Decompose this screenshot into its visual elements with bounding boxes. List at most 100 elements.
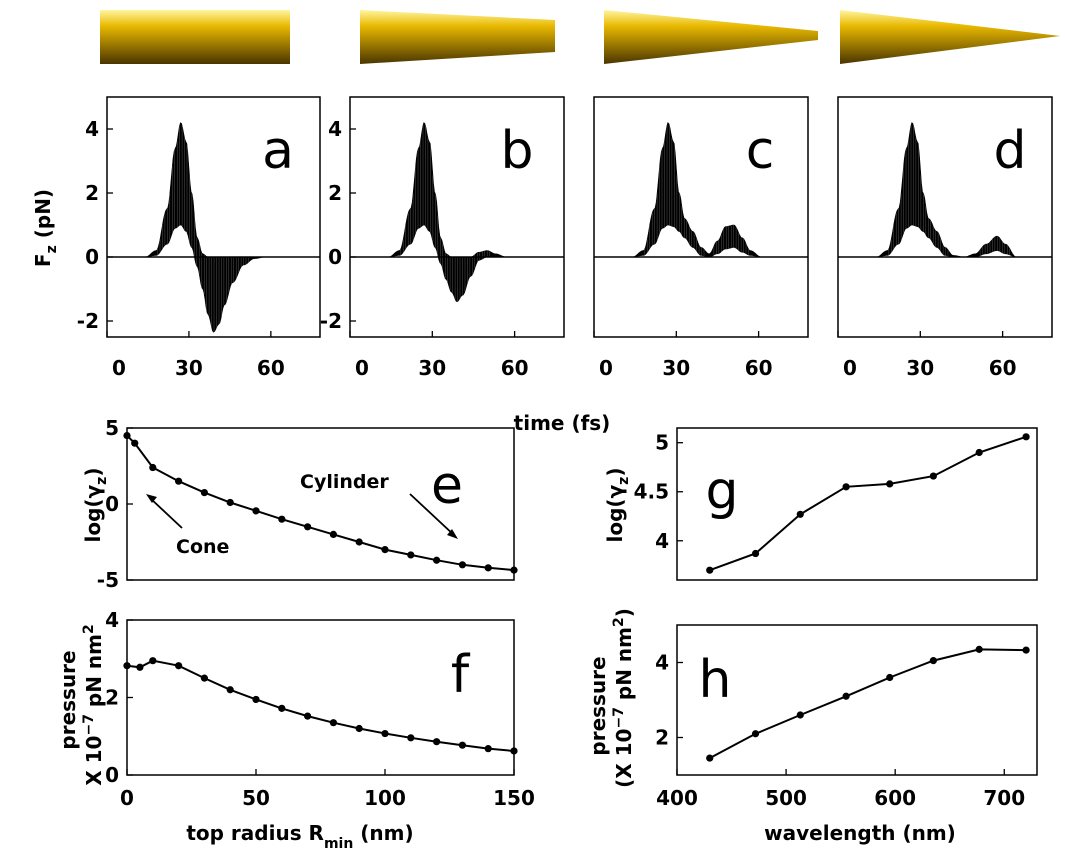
panel-e-data-point [484, 564, 492, 572]
panel-f-data-point [304, 712, 312, 720]
panel-h-data-point [796, 711, 804, 719]
panel-g-frame [676, 427, 1038, 581]
panel-f-data-point [149, 657, 157, 665]
panel-h-data-point [706, 754, 714, 762]
panel-a-oscillation-envelope [107, 122, 320, 333]
panel-d-xtick-label: 0 [843, 356, 857, 380]
panel-h-frame [676, 624, 1038, 776]
panel-c-label: c [746, 121, 775, 181]
panel-a-force-trace: 0 30 60 -2 0 2 4 a [77, 96, 321, 380]
panel-h-data-point [929, 657, 937, 665]
panel-e-log-gamma-vs-radius: -5 0 5 e [97, 416, 518, 592]
panel-e-data-point [381, 546, 389, 554]
panel-e-data-point [329, 530, 337, 539]
panel-f-xtick-label: 150 [493, 786, 535, 810]
panel-f-data-point [433, 738, 441, 746]
panel-f-data-point [175, 662, 183, 670]
annotation-cylinder: Cylinder [300, 471, 389, 493]
panel-g-data-point [706, 566, 714, 574]
panel-f-data-point [329, 719, 337, 727]
panel-f-data-point [484, 745, 492, 753]
panel-a-xtick-label: 30 [175, 356, 203, 380]
panel-h-xtick-label: 600 [874, 786, 916, 810]
panel-h-ylabel-units: (X 10−7 pN nm2) [611, 608, 636, 788]
panel-h-pressure-vs-wavelength: 400 500 600 700 2 4 h [655, 624, 1038, 810]
panel-f-pressure-vs-radius: 0 50 100 150 0 2 4 f [105, 608, 535, 810]
panel-c-force-trace: 0 30 60 c [593, 96, 809, 380]
panel-e-data-point [252, 507, 260, 515]
panel-c-xtick-label: 0 [599, 356, 613, 380]
fz-axis-label: Fz (pN) [31, 189, 60, 267]
panel-e-data-point [226, 498, 234, 507]
panel-f-label: f [451, 645, 471, 705]
cylinder-shape [100, 10, 290, 64]
panel-c-xtick-label: 30 [662, 356, 690, 380]
panel-e-data-point [131, 439, 139, 447]
panel-f-ytick-label: 0 [105, 763, 119, 787]
panel-f-data-point [355, 724, 363, 733]
truncated-cone-shape-wide [360, 10, 555, 64]
panel-e-data-point [123, 432, 131, 440]
panel-a-ytick-label: -2 [77, 309, 99, 333]
cone-shape [840, 10, 1060, 64]
panel-h-data-point [842, 692, 850, 700]
panel-f-xtick-label: 50 [242, 786, 270, 810]
panel-b-xtick-label: 0 [355, 356, 369, 380]
panel-f-data-point [123, 662, 131, 670]
panel-e-label: e [431, 456, 463, 516]
panel-g-label: g [705, 461, 738, 521]
panel-e-data-point [149, 463, 157, 472]
panel-d-xtick-label: 30 [906, 356, 934, 380]
panel-h-data-point [751, 730, 760, 738]
panel-a-ytick-label: 2 [85, 181, 99, 205]
panel-e-data-point [355, 538, 363, 546]
panel-g-ytick-label: 4 [655, 529, 669, 553]
panel-d-frame [837, 96, 1053, 338]
panel-a-label: a [262, 121, 294, 181]
panel-b-xtick-label: 30 [418, 356, 446, 380]
panel-b-label: b [500, 121, 533, 181]
panel-f-data-point [136, 663, 144, 671]
panel-h-data-point [975, 645, 983, 653]
panel-f-data-point [458, 741, 466, 749]
panel-f-xtick-label: 0 [120, 786, 134, 810]
panel-g-data-point [975, 448, 983, 457]
panel-b-xtick-label: 60 [501, 356, 529, 380]
panel-e-data-point [407, 551, 415, 559]
panel-f-data-point [200, 674, 208, 682]
panel-h-xtick-label: 700 [983, 786, 1025, 810]
panel-h-data-point [886, 673, 894, 682]
panel-a-xtick-label: 0 [112, 356, 126, 380]
panel-e-data-point [433, 556, 441, 564]
panel-d-label: d [993, 121, 1026, 181]
panel-e-data-point [510, 566, 518, 574]
panel-f-ylabel-units: X 10−7 pN nm2 [81, 624, 106, 786]
panel-g-data-point [886, 480, 894, 488]
panel-e-ytick-label: -5 [97, 568, 119, 592]
panel-f-ytick-label: 4 [105, 608, 119, 632]
panel-g-ylabel: log(γz) [603, 468, 632, 543]
panel-f-data-point [252, 695, 260, 704]
panel-c-xtick-label: 60 [745, 356, 773, 380]
cylinder-arrow [409, 493, 456, 537]
panel-e-data-point [200, 489, 208, 497]
panel-h-label: h [699, 650, 732, 710]
panel-a-xtick-label: 60 [257, 356, 285, 380]
annotation-arrows [146, 493, 458, 539]
panel-f-data-point [510, 747, 518, 755]
panel-b-force-trace: 0 30 60 -2 0 2 4 b [320, 96, 565, 380]
panel-g-data-point [1022, 433, 1030, 441]
panel-d-oscillation-envelope [838, 122, 1052, 258]
panel-b-oscillation-envelope [350, 122, 564, 303]
panel-g-data-point [929, 472, 937, 480]
panel-h-xtick-label: 500 [765, 786, 807, 810]
panel-h-xtick-label: 400 [656, 786, 698, 810]
panel-c-oscillation-striations [644, 125, 749, 256]
panel-g-data-point [796, 510, 804, 518]
panel-e-ytick-label: 5 [105, 416, 119, 440]
panel-d-force-trace: 0 30 60 d [837, 96, 1053, 380]
panel-d-oscillation-striations [888, 125, 1010, 256]
panel-b-ytick-label: -2 [320, 309, 342, 333]
panel-g-ytick-label: 4.5 [634, 480, 669, 504]
